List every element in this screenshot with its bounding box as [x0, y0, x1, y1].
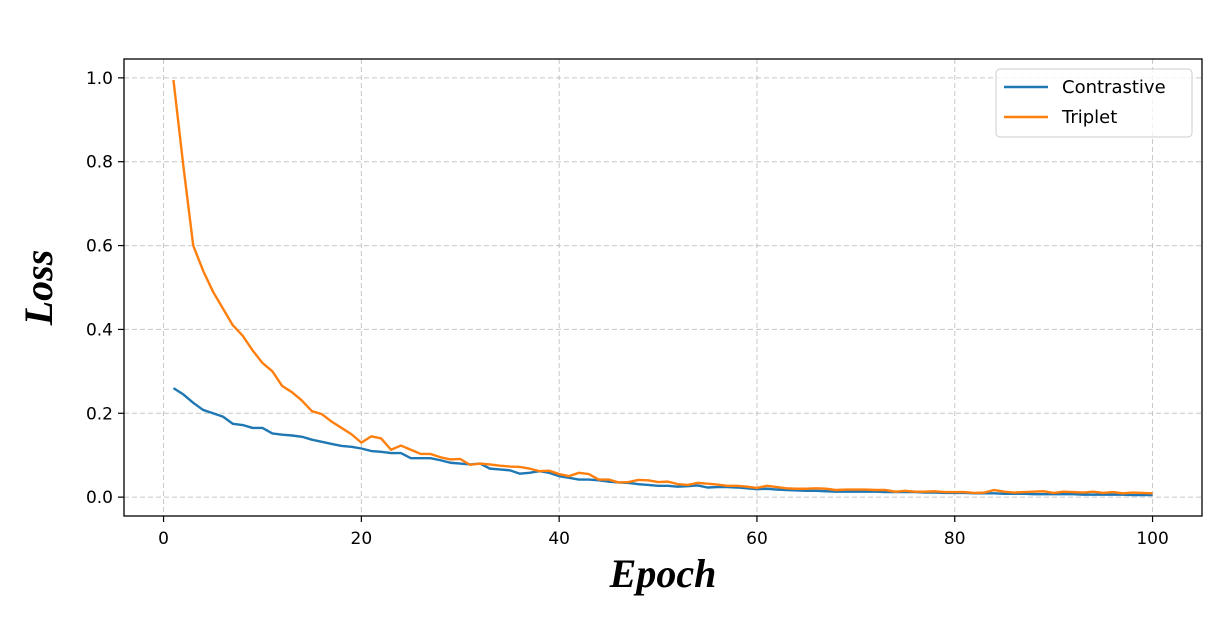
x-tick-label: 80: [944, 529, 966, 549]
y-tick-label: 0.2: [86, 404, 113, 424]
legend: Contrastive Triplet: [995, 68, 1193, 138]
x-tick-label: 40: [548, 529, 570, 549]
x-tick-label: 20: [351, 529, 373, 549]
x-axis-title: Epoch: [609, 551, 717, 596]
y-tick-label: 0.4: [86, 320, 113, 340]
series-line-contrastive: [172, 387, 1153, 497]
y-tick-label: 1.0: [86, 69, 113, 89]
axis-ticks: 0 20 40 60 80 100 0.0 0.2 0.4 0.6 0.8 1.0: [86, 69, 1169, 549]
y-tick-label: 0.8: [86, 153, 113, 173]
legend-label: Contrastive: [1062, 77, 1166, 98]
y-axis-title: Loss: [16, 250, 61, 327]
series-lines: [172, 79, 1153, 497]
x-tick-label: 60: [746, 529, 768, 549]
y-tick-label: 0.0: [86, 488, 113, 508]
series-line-triplet: [172, 79, 1153, 495]
plot-frame: [123, 58, 1203, 517]
x-tick-label: 0: [158, 529, 169, 549]
y-tick-label: 0.6: [86, 237, 113, 257]
x-tick-label: 100: [1136, 529, 1168, 549]
legend-label: Triplet: [1061, 107, 1117, 128]
